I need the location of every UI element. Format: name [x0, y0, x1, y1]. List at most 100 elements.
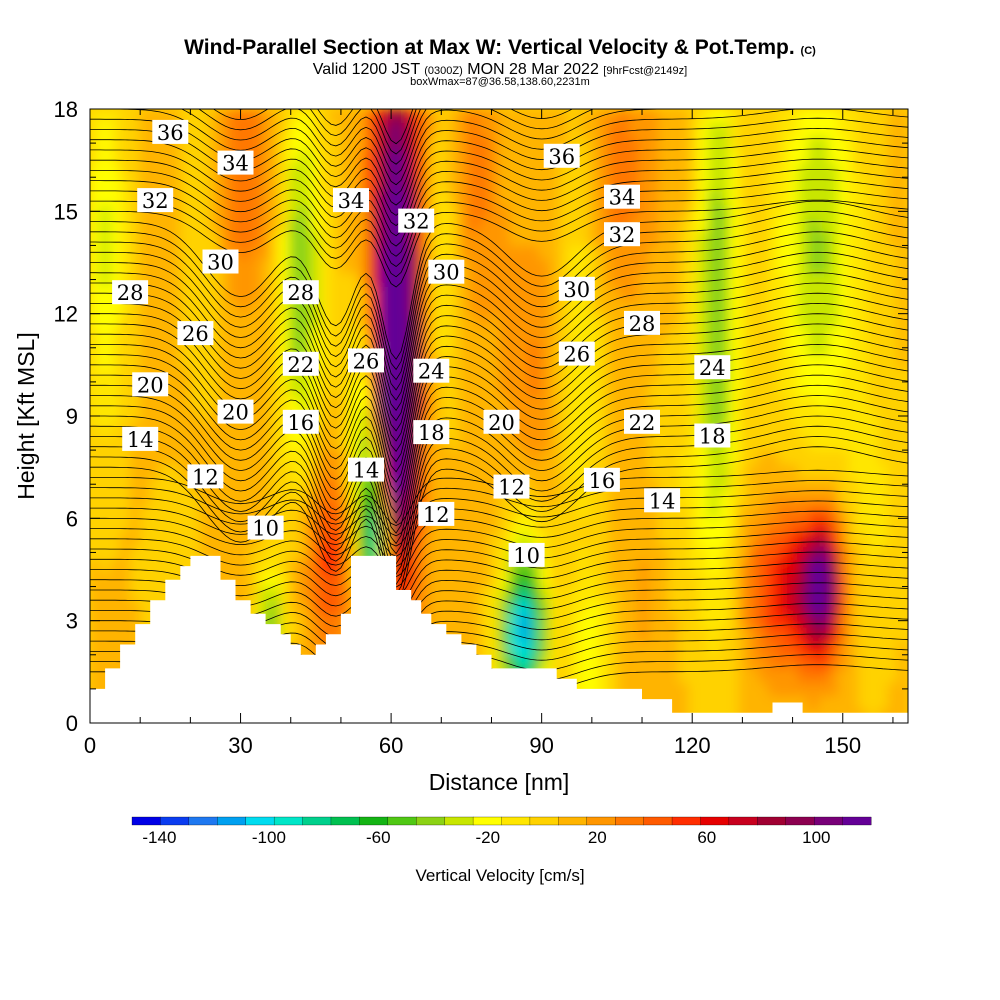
contour-label-box [282, 409, 319, 434]
colorbar-tick-label: -140 [142, 828, 176, 847]
contour-label: 16 [583, 467, 620, 493]
contour-label: 12 [418, 501, 455, 527]
theta-contour [90, 138, 908, 227]
contour-label-text: 26 [563, 343, 590, 367]
contour-label-text: 16 [287, 411, 314, 435]
contour-label: 28 [624, 310, 660, 336]
contour-label-box [247, 515, 284, 540]
contour-label: 30 [202, 249, 239, 275]
theta-contour [90, 189, 908, 278]
colorbar-swatch [700, 816, 730, 826]
colorbar-tick-label: 100 [802, 828, 830, 847]
contour-label: 10 [247, 515, 284, 541]
contour-label: 32 [137, 188, 174, 213]
contour-label-text: 34 [222, 152, 249, 176]
contour-label-box [413, 358, 450, 383]
contour-label: 36 [543, 143, 580, 169]
contour-label: 30 [428, 259, 465, 285]
contour-label: 10 [508, 542, 545, 568]
y-tick-label: 12 [54, 302, 78, 327]
contour-label-box [624, 310, 660, 335]
contour-label-box [333, 188, 369, 213]
theta-contour [90, 354, 908, 514]
colorbar-swatch [416, 816, 446, 826]
contour-label-box [177, 321, 214, 346]
forecast-info: [9hrFcst@2149z] [603, 65, 688, 77]
contour-label-text: 34 [609, 186, 636, 210]
theta-contour [90, 510, 908, 567]
x-tick-label: 60 [379, 733, 403, 758]
contour-labels: 36 34 32 30 28 26 20 14 12 20 22 16 10 28 34 32 30 26 24 18… [112, 119, 731, 568]
chart-title-text: Wind-Parallel Section at Max W: Vertical… [184, 36, 795, 59]
colorbar-swatch [387, 816, 417, 826]
colorbar-tick-label: -20 [476, 828, 501, 847]
colorbar-swatch [472, 816, 502, 826]
theta-contour [90, 521, 908, 578]
colorbar-swatch [273, 816, 303, 826]
contour-label-text: 26 [353, 349, 380, 373]
contour-label-box [508, 542, 545, 567]
contour-label-box [152, 119, 189, 144]
contour-label-box [644, 488, 681, 513]
contour-label-text: 14 [127, 428, 154, 452]
x-tick-label: 30 [228, 733, 252, 758]
contour-label: 34 [333, 188, 369, 213]
contour-label: 36 [152, 119, 189, 145]
colorbar-tick-label: -100 [252, 828, 286, 847]
contour-label-text: 18 [418, 421, 445, 445]
contour-label-text: 12 [192, 465, 219, 489]
colorbar-swatch [217, 816, 247, 826]
contour-label: 32 [398, 208, 435, 234]
valid-date: MON 28 Mar 2022 [467, 61, 599, 78]
y-tick-label: 6 [66, 506, 78, 531]
contour-label-text: 12 [498, 476, 525, 500]
theta-contour [90, 405, 908, 565]
contour-label-box [282, 280, 319, 305]
colorbar-swatch [643, 816, 673, 826]
x-tick-label: 120 [674, 733, 711, 758]
contour-label-text: 36 [548, 145, 575, 169]
contour-label: 26 [177, 321, 214, 346]
contour-label-text: 20 [222, 401, 249, 425]
theta-contour [90, 302, 908, 463]
colorbar-swatch [501, 816, 531, 826]
valid-prefix: Valid 1200 JST [312, 61, 420, 78]
theta-contour [90, 241, 908, 401]
colorbar-swatch [444, 816, 474, 826]
terrain [90, 555, 908, 723]
contour-label-box [558, 276, 595, 301]
theta-contour [90, 282, 908, 442]
colorbar-swatch [558, 816, 588, 826]
contour-label-text: 36 [157, 121, 184, 145]
contour-label-text: 14 [649, 489, 676, 513]
theta-contour [90, 200, 908, 360]
contour-label-box [398, 208, 435, 233]
chart-title: Wind-Parallel Section at Max W: Vertical… [0, 36, 1000, 60]
copyright-mark: (C) [800, 45, 816, 57]
contour-label: 18 [413, 420, 450, 445]
theta-contour [90, 158, 908, 247]
colorbar-swatch [529, 816, 559, 826]
theta-contour [180, 109, 595, 175]
theta-contour [90, 179, 908, 268]
contour-label-box [217, 150, 254, 175]
colorbar-swatch [131, 816, 161, 826]
theta-contour [90, 333, 908, 493]
contour-label: 14 [644, 488, 681, 513]
contour-label-text: 30 [207, 251, 234, 275]
contour-label: 24 [694, 355, 731, 380]
colorbar-swatch [615, 816, 645, 826]
contour-label-box [543, 143, 580, 168]
theta-contour [198, 109, 574, 165]
colorbar-label: Vertical Velocity [cm/s] [415, 866, 584, 885]
contour-label-box [604, 184, 640, 209]
theta-contour [90, 272, 908, 432]
x-tick-label: 150 [824, 733, 861, 758]
contour-label-box [558, 341, 595, 366]
colorbar-swatch [671, 816, 701, 826]
contour-label: 20 [217, 399, 254, 425]
x-tick-label: 90 [529, 733, 553, 758]
x-axis-label: Distance [nm] [429, 769, 570, 795]
contour-label-text: 16 [589, 469, 616, 493]
